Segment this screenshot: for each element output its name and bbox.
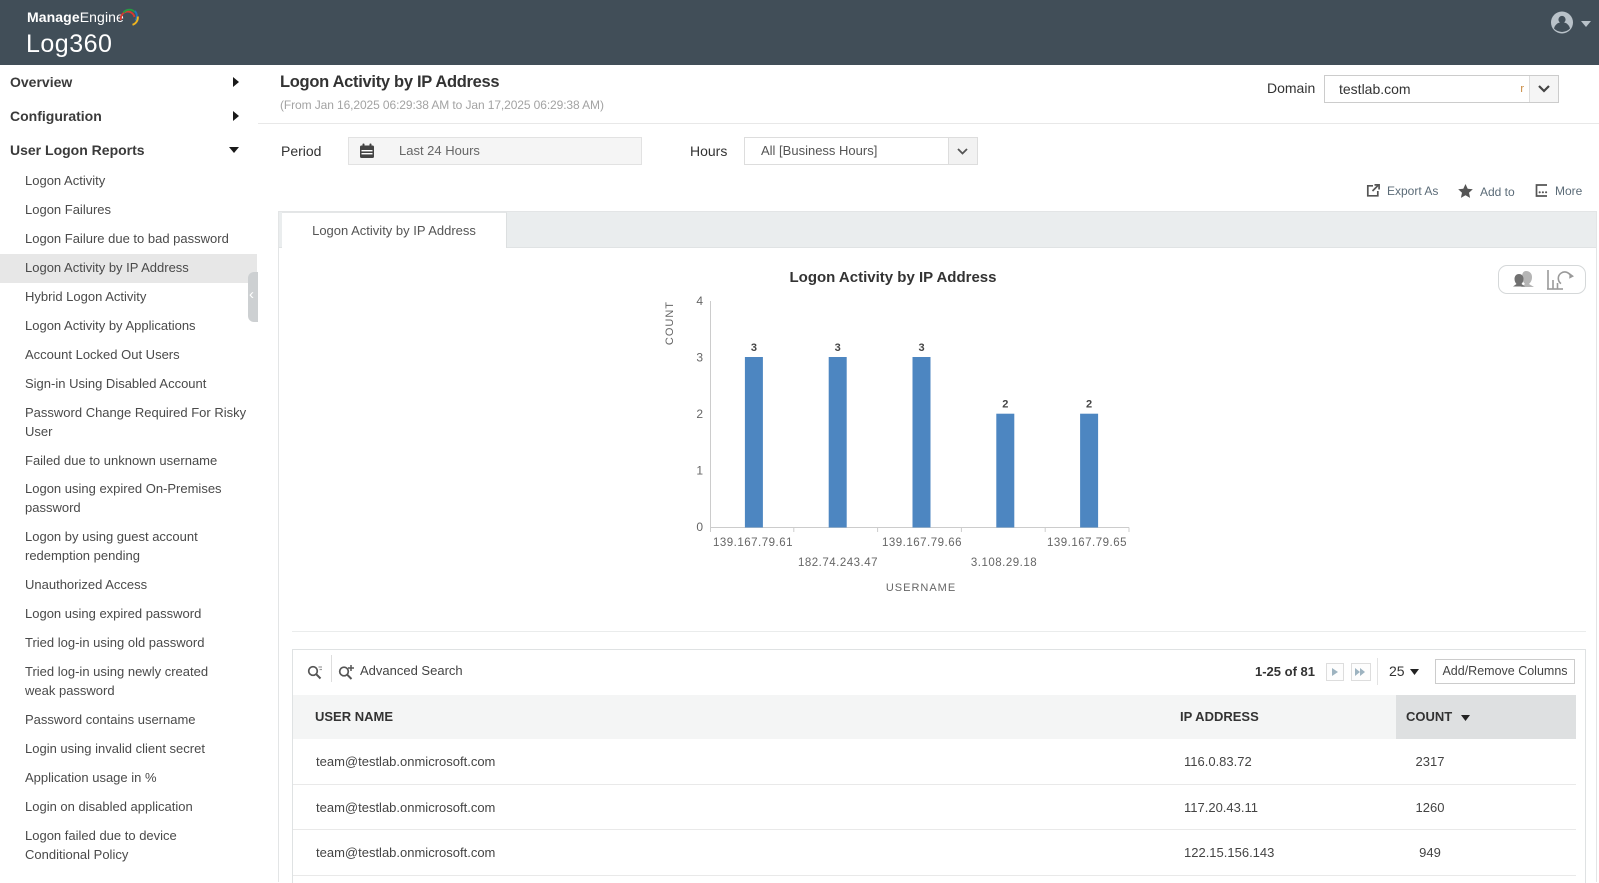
svg-text:139.167.79.65: 139.167.79.65 bbox=[1047, 537, 1127, 549]
svg-text:2: 2 bbox=[1002, 399, 1008, 411]
svg-text:COUNT: COUNT bbox=[664, 301, 676, 345]
svg-text:Logon Activity by IP Address: Logon Activity by IP Address bbox=[790, 269, 997, 286]
svg-text:1: 1 bbox=[696, 464, 703, 478]
svg-text:0: 0 bbox=[696, 520, 703, 534]
svg-text:2: 2 bbox=[1086, 399, 1092, 411]
svg-text:3: 3 bbox=[835, 342, 841, 354]
svg-text:USERNAME: USERNAME bbox=[886, 582, 956, 594]
svg-text:139.167.79.66: 139.167.79.66 bbox=[882, 537, 962, 549]
svg-text:3: 3 bbox=[918, 342, 924, 354]
svg-text:3: 3 bbox=[696, 351, 703, 365]
svg-text:4: 4 bbox=[696, 294, 703, 308]
svg-text:2: 2 bbox=[696, 407, 703, 421]
svg-text:3.108.29.18: 3.108.29.18 bbox=[971, 557, 1037, 569]
svg-text:182.74.243.47: 182.74.243.47 bbox=[798, 557, 878, 569]
svg-text:3: 3 bbox=[751, 342, 757, 354]
svg-text:139.167.79.61: 139.167.79.61 bbox=[713, 537, 793, 549]
